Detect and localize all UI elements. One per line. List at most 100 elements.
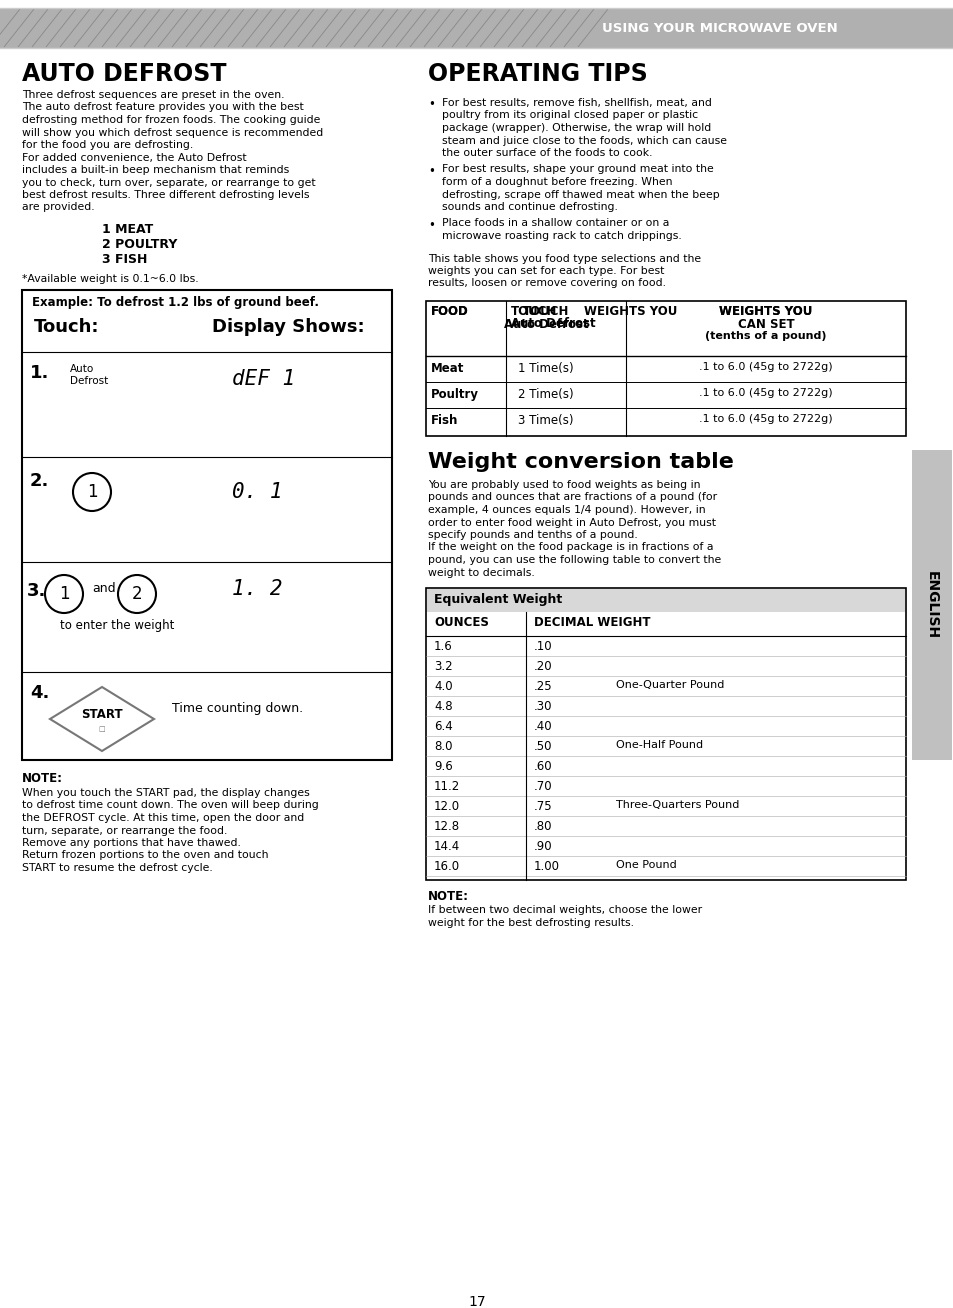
Bar xyxy=(427,589,904,612)
Text: 3 FISH: 3 FISH xyxy=(102,252,147,266)
Text: (tenths of a pound): (tenths of a pound) xyxy=(704,331,826,341)
Text: Place foods in a shallow container or on a: Place foods in a shallow container or on… xyxy=(441,218,669,229)
Text: Weight conversion table: Weight conversion table xyxy=(428,453,733,472)
Text: .90: .90 xyxy=(534,840,552,853)
Text: 8.0: 8.0 xyxy=(434,740,452,753)
Bar xyxy=(911,450,951,760)
Text: Time counting down.: Time counting down. xyxy=(172,702,303,715)
Text: 17: 17 xyxy=(468,1295,485,1308)
Text: DECIMAL WEIGHT: DECIMAL WEIGHT xyxy=(534,616,650,629)
Text: .30: .30 xyxy=(534,700,552,713)
Text: 16.0: 16.0 xyxy=(434,859,459,872)
Text: The auto defrost feature provides you with the best: The auto defrost feature provides you wi… xyxy=(22,102,303,112)
Text: to defrost time count down. The oven will beep during: to defrost time count down. The oven wil… xyxy=(22,800,318,811)
Text: Touch:: Touch: xyxy=(34,318,99,336)
Text: If between two decimal weights, choose the lower: If between two decimal weights, choose t… xyxy=(428,905,701,916)
Text: Example: To defrost 1.2 lbs of ground beef.: Example: To defrost 1.2 lbs of ground be… xyxy=(32,296,318,309)
Text: One-Half Pound: One-Half Pound xyxy=(616,740,702,749)
Text: WEIGHTS YOU: WEIGHTS YOU xyxy=(719,305,812,318)
Text: and: and xyxy=(91,582,115,595)
Text: If the weight on the food package is in fractions of a: If the weight on the food package is in … xyxy=(428,543,713,552)
Text: 2 POULTRY: 2 POULTRY xyxy=(102,238,177,251)
Text: .25: .25 xyxy=(534,680,552,693)
Text: One-Quarter Pound: One-Quarter Pound xyxy=(616,680,723,691)
Text: .1 to 6.0 (45g to 2722g): .1 to 6.0 (45g to 2722g) xyxy=(699,388,832,398)
Bar xyxy=(426,589,905,880)
Text: FOOD: FOOD xyxy=(431,305,468,318)
Text: AUTO DEFROST: AUTO DEFROST xyxy=(22,61,226,86)
Text: pound, you can use the following table to convert the: pound, you can use the following table t… xyxy=(428,555,720,565)
Text: 9.6: 9.6 xyxy=(434,760,453,773)
Text: 4.: 4. xyxy=(30,684,50,702)
Text: •: • xyxy=(428,98,435,111)
Bar xyxy=(0,8,953,48)
Text: 1 Time(s): 1 Time(s) xyxy=(517,362,573,375)
Text: .1 to 6.0 (45g to 2722g): .1 to 6.0 (45g to 2722g) xyxy=(699,415,832,424)
Text: will show you which defrost sequence is recommended: will show you which defrost sequence is … xyxy=(22,127,323,137)
Text: USING YOUR MICROWAVE OVEN: USING YOUR MICROWAVE OVEN xyxy=(601,21,837,34)
Text: you to check, turn over, separate, or rearrange to get: you to check, turn over, separate, or re… xyxy=(22,178,315,187)
Text: TOUCH: TOUCH xyxy=(522,305,569,318)
Text: .75: .75 xyxy=(534,800,552,814)
Text: weight to decimals.: weight to decimals. xyxy=(428,568,535,578)
Text: Auto: Auto xyxy=(70,364,94,374)
Text: dEF 1: dEF 1 xyxy=(232,369,294,388)
Text: NOTE:: NOTE: xyxy=(428,889,469,903)
Text: CAN SET: CAN SET xyxy=(737,318,794,331)
Text: .40: .40 xyxy=(534,719,552,732)
Text: Return frozen portions to the oven and touch: Return frozen portions to the oven and t… xyxy=(22,850,268,861)
Text: 14.4: 14.4 xyxy=(434,840,459,853)
Text: for the food you are defrosting.: for the food you are defrosting. xyxy=(22,140,193,150)
Text: order to enter food weight in Auto Defrost, you must: order to enter food weight in Auto Defro… xyxy=(428,518,716,527)
Text: •: • xyxy=(428,218,435,232)
Text: steam and juice close to the foods, which can cause: steam and juice close to the foods, whic… xyxy=(441,136,726,145)
Text: 1.: 1. xyxy=(30,364,50,382)
Text: turn, separate, or rearrange the food.: turn, separate, or rearrange the food. xyxy=(22,825,227,836)
Text: best defrost results. Three different defrosting levels: best defrost results. Three different de… xyxy=(22,190,309,200)
Text: Auto Defrost: Auto Defrost xyxy=(503,318,588,331)
Text: to enter the weight: to enter the weight xyxy=(60,619,174,632)
Text: Three defrost sequences are preset in the oven.: Three defrost sequences are preset in th… xyxy=(22,90,284,99)
Text: poultry from its original closed paper or plastic: poultry from its original closed paper o… xyxy=(441,110,698,120)
Text: 11.2: 11.2 xyxy=(434,780,459,793)
Text: .1 to 6.0 (45g to 2722g): .1 to 6.0 (45g to 2722g) xyxy=(699,362,832,371)
Text: .10: .10 xyxy=(534,640,552,653)
Text: defrosting, scrape off thawed meat when the beep: defrosting, scrape off thawed meat when … xyxy=(441,190,719,200)
Text: This table shows you food type selections and the: This table shows you food type selection… xyxy=(428,254,700,263)
Text: 4.0: 4.0 xyxy=(434,680,452,693)
Text: sounds and continue defrosting.: sounds and continue defrosting. xyxy=(441,201,618,212)
Text: 4.8: 4.8 xyxy=(434,700,452,713)
Text: 6.4: 6.4 xyxy=(434,719,453,732)
Text: 1 MEAT: 1 MEAT xyxy=(102,222,153,235)
Text: 1: 1 xyxy=(87,483,97,501)
Text: •: • xyxy=(428,165,435,178)
Text: .50: .50 xyxy=(534,740,552,753)
Text: 1: 1 xyxy=(59,585,70,603)
Text: 3 Time(s): 3 Time(s) xyxy=(517,415,573,426)
Text: package (wrapper). Otherwise, the wrap will hold: package (wrapper). Otherwise, the wrap w… xyxy=(441,123,711,133)
Text: For best results, shape your ground meat into the: For best results, shape your ground meat… xyxy=(441,165,713,174)
Text: 3.: 3. xyxy=(27,582,47,600)
Text: example, 4 ounces equals 1/4 pound). However, in: example, 4 ounces equals 1/4 pound). How… xyxy=(428,505,705,515)
Text: .70: .70 xyxy=(534,780,552,793)
Text: Auto Defrost: Auto Defrost xyxy=(511,317,595,330)
Text: OUNCES: OUNCES xyxy=(434,616,488,629)
Bar xyxy=(22,290,392,760)
Text: pounds and ounces that are fractions of a pound (for: pounds and ounces that are fractions of … xyxy=(428,493,717,502)
Text: 1.6: 1.6 xyxy=(434,640,453,653)
Text: Poultry: Poultry xyxy=(431,388,478,402)
Text: For best results, remove fish, shellfish, meat, and: For best results, remove fish, shellfish… xyxy=(441,98,711,109)
Text: ENGLISH: ENGLISH xyxy=(924,570,938,640)
Text: .60: .60 xyxy=(534,760,552,773)
Text: *Available weight is 0.1~6.0 lbs.: *Available weight is 0.1~6.0 lbs. xyxy=(22,273,198,284)
Text: Equivalent Weight: Equivalent Weight xyxy=(434,593,561,606)
Text: .80: .80 xyxy=(534,820,552,833)
Text: For added convenience, the Auto Defrost: For added convenience, the Auto Defrost xyxy=(22,153,247,162)
Text: Remove any portions that have thawed.: Remove any portions that have thawed. xyxy=(22,838,240,848)
Text: 3.2: 3.2 xyxy=(434,661,452,674)
Text: Defrost: Defrost xyxy=(70,375,108,386)
Text: 12.0: 12.0 xyxy=(434,800,459,814)
Text: defrosting method for frozen foods. The cooking guide: defrosting method for frozen foods. The … xyxy=(22,115,320,126)
Text: □: □ xyxy=(98,726,105,732)
Text: weight for the best defrosting results.: weight for the best defrosting results. xyxy=(428,917,634,927)
